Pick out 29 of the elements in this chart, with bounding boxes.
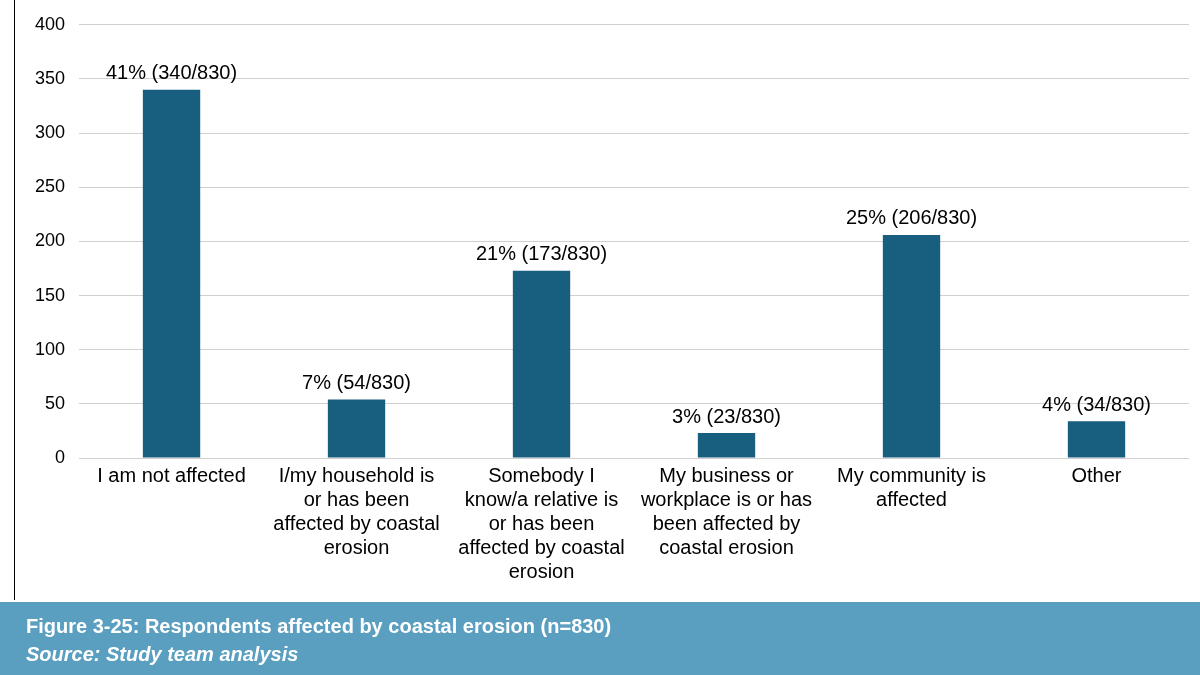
data-label: 7% (54/830) — [302, 371, 412, 394]
x-tick-label: I/my household is or has been affected by coastal erosion — [273, 463, 440, 558]
data-label: 25% (206/830) — [845, 206, 978, 229]
x-tick-label: I am not affected — [97, 463, 246, 486]
bar — [882, 234, 941, 458]
data-label: 21% (173/830) — [475, 242, 608, 265]
x-tick-label: My business or workplace is or has been affected by coastal erosion — [639, 463, 813, 558]
data-label: 41% (340/830) — [105, 61, 238, 84]
text: Figure 3-25: Respondents affected by coastal erosion (n=830) — [26, 614, 613, 639]
y-tick-label: 250 — [34, 176, 66, 197]
x-tick-label: Other — [1071, 463, 1122, 486]
data-label: 3% (23/830) — [672, 404, 781, 427]
data-label: 4% (34/830) — [1042, 392, 1151, 415]
y-tick-label: 350 — [34, 67, 66, 88]
y-tick-label: 100 — [34, 338, 66, 359]
y-tick-label: 0 — [55, 446, 66, 467]
bar — [512, 270, 571, 458]
bar — [697, 433, 756, 458]
y-tick-label: 150 — [34, 284, 66, 305]
y-tick-label: 200 — [34, 230, 66, 251]
y-tick-label: 400 — [34, 13, 66, 34]
y-tick-label: 50 — [45, 392, 66, 413]
bar — [327, 399, 386, 458]
x-tick-label: My community is affected — [837, 463, 986, 510]
bar — [142, 89, 201, 458]
x-tick-label: Somebody I know/a relative is or has been affected by coastal erosion — [458, 463, 625, 582]
bar — [1067, 421, 1126, 458]
y-tick-label: 300 — [34, 122, 66, 143]
source-note: Source: Study team analysis — [26, 642, 300, 667]
